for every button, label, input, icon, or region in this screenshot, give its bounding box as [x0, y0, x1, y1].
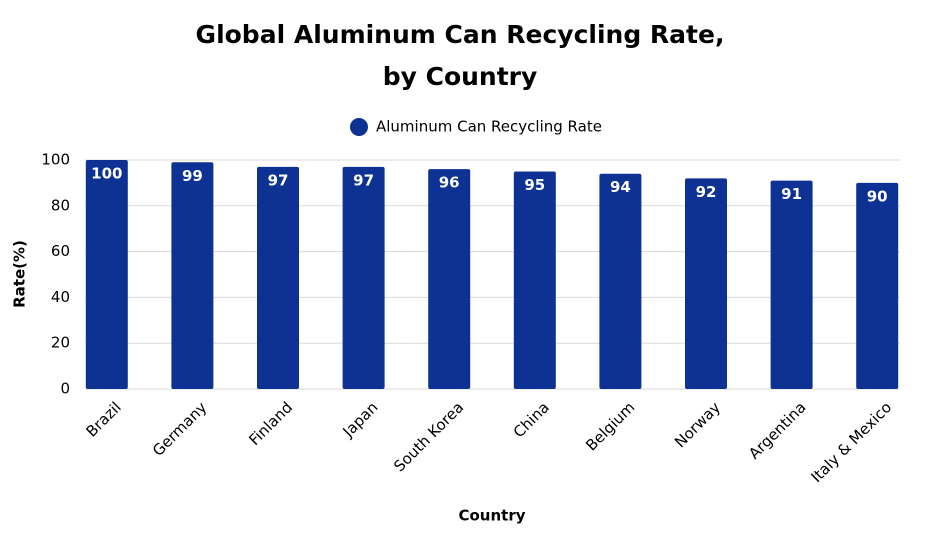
data-label: 99: [182, 167, 203, 185]
data-label: 92: [696, 183, 717, 201]
x-tick-label: Italy & Mexico: [807, 398, 895, 486]
bar: [85, 160, 128, 389]
x-tick-label: Japan: [339, 398, 382, 441]
data-label: 100: [91, 165, 122, 183]
y-tick-label: 100: [41, 151, 70, 169]
bar: [342, 166, 385, 389]
bar: [257, 166, 299, 389]
bar: [770, 180, 813, 389]
data-label: 97: [268, 171, 289, 189]
x-tick-label: Argentina: [745, 398, 809, 462]
data-label: 97: [353, 171, 374, 189]
bar: [599, 173, 642, 389]
y-tick-label: 0: [60, 380, 70, 398]
y-tick-label: 20: [51, 334, 70, 352]
bar: [428, 169, 471, 389]
x-tick-label: China: [510, 398, 553, 441]
legend-label: Aluminum Can Recycling Rate: [376, 118, 602, 136]
legend-swatch: [350, 118, 368, 136]
bar: [513, 171, 556, 389]
x-axis-label: Country: [458, 507, 525, 525]
y-axis-label: Rate(%): [11, 240, 29, 308]
data-label: 94: [610, 178, 631, 196]
data-label: 95: [524, 176, 545, 194]
y-tick-label: 40: [51, 288, 70, 306]
data-label: 96: [439, 174, 460, 192]
x-tick-label: Norway: [671, 398, 724, 451]
data-label: 91: [781, 185, 802, 203]
bar: [856, 182, 899, 389]
bar: [171, 162, 214, 389]
x-tick-label: Brazil: [82, 398, 124, 440]
bar: [685, 178, 727, 389]
y-tick-label: 80: [51, 196, 70, 214]
y-tick-label: 60: [51, 242, 70, 260]
x-tick-label: Belgium: [582, 398, 638, 454]
x-tick-label: Germany: [149, 398, 211, 460]
x-tick-label: South Korea: [390, 398, 467, 475]
data-label: 90: [867, 187, 888, 205]
x-tick-label: Finland: [245, 398, 296, 449]
chart-title: Global Aluminum Can Recycling Rate, by C…: [195, 20, 725, 91]
